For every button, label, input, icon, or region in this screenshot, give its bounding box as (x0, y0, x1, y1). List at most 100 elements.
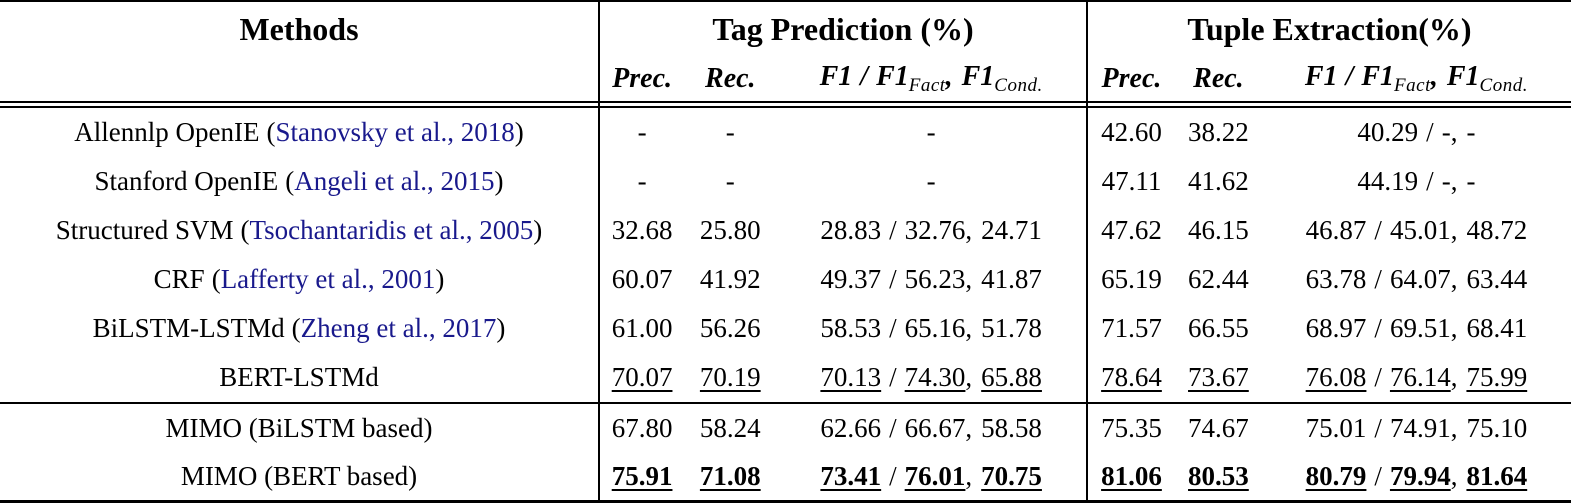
comma-separator: , (1450, 460, 1458, 491)
tag-prediction-cells: - - - (598, 166, 1088, 197)
comma-separator: , (965, 313, 973, 343)
method-cell: CRF (Lafferty et al., 2001) (0, 264, 598, 295)
subheader-tuple-rec: Rec. (1193, 62, 1244, 94)
tuple-rec: 46.15 (1188, 215, 1249, 245)
tuple-f1: 44.19/-, - (1357, 166, 1476, 196)
f1-label: F1 (1304, 60, 1338, 92)
tuple-extraction-cells: 42.60 38.22 40.29/-, - (1088, 117, 1571, 148)
f1-fact-subscript: Fact (1394, 74, 1431, 96)
f1-label: F1 (1446, 60, 1480, 92)
tag-prec: 67.80 (611, 412, 673, 443)
tuple-extraction-cells: 75.35 74.67 75.01/74.91, 75.10 (1088, 413, 1571, 444)
method-name: MIMO (BiLSTM based) (165, 412, 433, 443)
paren-open: ( (266, 117, 276, 147)
tag-prec: 60.07 (611, 264, 673, 294)
header-row: Methods Tag Prediction (%) Tuple Extract… (0, 2, 1571, 56)
tag-rec: 58.24 (699, 412, 761, 443)
col-header-tuple-extraction: Tuple Extraction(%) (1187, 10, 1472, 47)
slash-separator: / (1374, 215, 1382, 245)
paren-open: ( (211, 264, 221, 294)
tag-prec: 32.68 (611, 215, 673, 245)
tag-prediction-cells: 70.07 70.19 70.13/74.30, 65.88 (598, 362, 1088, 393)
tuple-extraction-cells: 47.62 46.15 46.87/45.01, 48.72 (1088, 215, 1571, 246)
tag-prec: - (637, 166, 647, 196)
method-name: Structured SVM (55, 215, 234, 245)
table-row-bert-lstmd: BERT-LSTMd 70.07 70.19 70.13/74.30, 65.88… (0, 353, 1571, 402)
section-divider-rule (0, 402, 1571, 404)
tag-prec: - (637, 117, 647, 147)
tuple-f1: 68.97/69.51, 68.41 (1305, 313, 1528, 343)
top-rule (0, 0, 1571, 2)
tag-prediction-cells: 67.80 58.24 62.66/66.67, 58.58 (598, 413, 1088, 444)
tuple-f1: 80.79/79.94, 81.64 (1305, 460, 1528, 491)
tuple-prec: 78.64 (1101, 362, 1162, 392)
method-name: BiLSTM-LSTMd (92, 313, 285, 343)
comma-separator: , (1450, 166, 1458, 196)
table-row-mimo-bert: MIMO (BERT based) 75.91 71.08 73.41/76.0… (0, 452, 1571, 500)
tuple-f1: 63.78/64.07, 63.44 (1305, 264, 1528, 294)
slash-separator: / (1374, 460, 1382, 491)
paren-close: ) (496, 313, 506, 343)
f1-label: F1 (819, 60, 853, 92)
tag-prediction-cells: - - - (598, 117, 1088, 148)
table-row-structured-svm: Structured SVM (Tsochantaridis et al., 20… (0, 206, 1571, 255)
table-row-allennlp-openie: Allennlp OpenIE (Stanovsky et al., 2018) … (0, 108, 1571, 157)
tag-prediction-cells: 60.07 41.92 49.37/56.23, 41.87 (598, 264, 1088, 295)
comma-separator: , (1450, 313, 1458, 343)
tag-f1: 73.41/76.01, 70.75 (820, 460, 1042, 491)
tuple-prec: 81.06 (1101, 460, 1162, 491)
citation-link[interactable]: Zheng et al., 2017 (300, 313, 497, 343)
f1-label: F1 (1361, 60, 1395, 92)
table-row-crf: CRF (Lafferty et al., 2001) 60.07 41.92 4… (0, 255, 1571, 304)
paren-open: ( (240, 215, 250, 245)
f1-cond-subscript: Cond. (994, 74, 1043, 96)
f1-cond-subscript: Cond. (1479, 74, 1528, 96)
paren-open: ( (291, 313, 301, 343)
tuple-rec: 73.67 (1188, 362, 1249, 392)
slash-separator: / (1374, 313, 1382, 343)
slash-separator: / (889, 362, 897, 392)
method-name: Stanford OpenIE (94, 166, 279, 196)
subheader-tag-rec: Rec. (705, 62, 756, 94)
tag-f1: 49.37/56.23, 41.87 (820, 264, 1042, 294)
tag-rec: 70.19 (699, 362, 761, 392)
comma-separator: , (1450, 412, 1458, 443)
citation-link[interactable]: Angeli et al., 2015 (294, 166, 495, 196)
header-double-rule (0, 101, 1571, 108)
tuple-prec: 47.11 (1101, 166, 1162, 196)
paren-close: ) (435, 264, 445, 294)
comma-separator: , (965, 362, 973, 392)
tag-f1: 28.83/32.76, 24.71 (820, 215, 1042, 245)
tuple-rec: 66.55 (1188, 313, 1249, 343)
slash-separator: / (1426, 166, 1434, 196)
tuple-f1: 46.87/45.01, 48.72 (1305, 215, 1528, 245)
column-divider-2 (1086, 2, 1088, 500)
tag-f1: 70.13/74.30, 65.88 (820, 362, 1042, 392)
comma-separator: , (1430, 60, 1438, 92)
tuple-rec: 74.67 (1188, 412, 1249, 443)
table-row-stanford-openie: Stanford OpenIE (Angeli et al., 2015) - -… (0, 157, 1571, 206)
tag-prediction-cells: 75.91 71.08 73.41/76.01, 70.75 (598, 461, 1088, 492)
method-cell: Allennlp OpenIE (Stanovsky et al., 2018) (0, 117, 598, 148)
tag-rec: 56.26 (699, 313, 761, 343)
f1-label: F1 (961, 60, 995, 92)
comma-separator: , (965, 460, 973, 491)
citation-link[interactable]: Stanovsky et al., 2018 (275, 117, 515, 147)
tag-rec: 25.80 (699, 215, 761, 245)
tuple-extraction-cells: 71.57 66.55 68.97/69.51, 68.41 (1088, 313, 1571, 344)
method-cell: BiLSTM-LSTMd (Zheng et al., 2017) (0, 313, 598, 344)
tag-prediction-cells: 32.68 25.80 28.83/32.76, 24.71 (598, 215, 1088, 246)
citation-link[interactable]: Tsochantaridis et al., 2005 (249, 215, 534, 245)
method-cell: BERT-LSTMd (0, 362, 598, 393)
tuple-rec: 38.22 (1188, 117, 1249, 147)
tag-f1: 62.66/66.67, 58.58 (820, 412, 1042, 443)
tag-rec: - (725, 166, 735, 196)
tuple-extraction-cells: 47.11 41.62 44.19/-, - (1088, 166, 1571, 197)
comma-separator: , (1450, 215, 1458, 245)
paren-close: ) (514, 117, 524, 147)
slash-separator: / (889, 460, 897, 491)
tag-prec: 75.91 (611, 460, 673, 491)
col-header-methods: Methods (239, 10, 359, 47)
citation-link[interactable]: Lafferty et al., 2001 (220, 264, 436, 294)
column-divider-1 (598, 2, 600, 500)
